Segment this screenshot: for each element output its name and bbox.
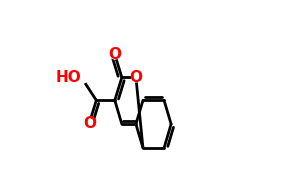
Text: O: O: [108, 47, 121, 62]
Circle shape: [110, 50, 119, 59]
Circle shape: [85, 119, 94, 128]
Text: O: O: [83, 116, 96, 131]
Text: HO: HO: [56, 70, 81, 85]
Circle shape: [131, 73, 140, 82]
Text: O: O: [129, 70, 142, 85]
Circle shape: [75, 71, 88, 84]
